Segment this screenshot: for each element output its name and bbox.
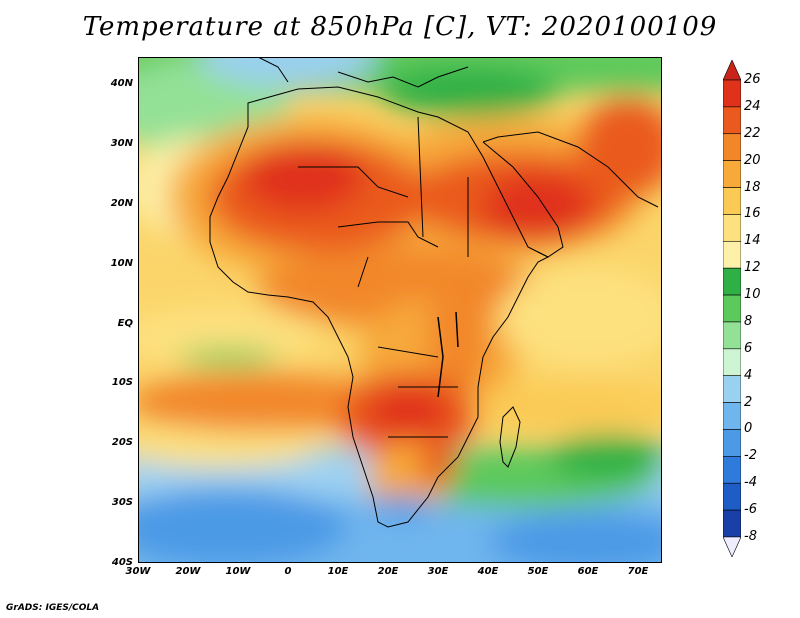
- colorbar-box: [723, 402, 741, 430]
- colorbar-label: 26: [744, 72, 761, 87]
- lon-label-60e: 60E: [577, 566, 599, 577]
- lon-label-40e: 40E: [477, 566, 499, 577]
- colorbar-label: 14: [744, 233, 761, 249]
- colorbar-label: 20: [744, 152, 761, 168]
- map-panel: [138, 57, 662, 563]
- colorbar-box: [723, 267, 741, 296]
- lon-label-50e: 50E: [527, 566, 549, 577]
- colorbar-box: [723, 160, 741, 188]
- colorbar-box: [723, 214, 741, 242]
- colorbar-box: [723, 429, 741, 457]
- colorbar-under-arrow: [723, 536, 741, 557]
- colorbar-label: -8: [744, 529, 757, 544]
- colorbar-label: 0: [744, 421, 753, 437]
- lat-label-10n: 10N: [110, 258, 133, 269]
- colorbar-label: -4: [744, 475, 757, 491]
- lon-label-0: 0: [284, 566, 292, 577]
- colorbar-box: [723, 375, 741, 403]
- colorbar-box: [723, 509, 741, 538]
- temperature-field: [138, 57, 662, 563]
- lon-label-20w: 20W: [175, 566, 201, 577]
- lon-label-10e: 10E: [327, 566, 349, 577]
- map-title: Temperature at 850hPa [C], VT: 202010010…: [82, 12, 718, 42]
- colorbar-box: [723, 348, 741, 377]
- colorbar-label: 12: [744, 260, 761, 276]
- colorbar-label: 8: [744, 313, 753, 329]
- madagascar-coastline: [499, 406, 521, 468]
- colorbar-label: -2: [744, 448, 757, 464]
- colorbar-box: [723, 456, 741, 484]
- colorbar-label: -6: [744, 502, 757, 518]
- europe-coastline: [257, 57, 469, 88]
- colorbar: [723, 60, 741, 557]
- colorbar-label: 16: [744, 206, 761, 222]
- colorbar-box: [723, 294, 741, 323]
- lon-label-20e: 20E: [377, 566, 399, 577]
- africa-coastline: [209, 86, 550, 528]
- colorbar-box: [723, 240, 741, 269]
- colorbar-label: 2: [744, 394, 753, 410]
- lat-label-40s: 40S: [111, 557, 133, 568]
- temperature-map: [138, 57, 662, 563]
- colorbar-box: [723, 482, 741, 511]
- lon-label-30e: 30E: [427, 566, 449, 577]
- colorbar-box: [723, 79, 741, 108]
- lon-label-30w: 30W: [125, 566, 151, 577]
- lon-label-10w: 10W: [225, 566, 251, 577]
- colorbar-label: 10: [744, 287, 761, 303]
- colorbar-box: [723, 133, 741, 161]
- lat-label-30n: 30N: [110, 138, 133, 149]
- colorbar-label: 4: [744, 367, 753, 383]
- lat-label-20n: 20N: [110, 198, 133, 209]
- lon-label-70e: 70E: [627, 566, 649, 577]
- map-frame: [138, 57, 662, 563]
- coastlines: [209, 57, 659, 528]
- great-lakes: [437, 311, 459, 398]
- colorbar-box: [723, 106, 741, 135]
- colorbar-box: [723, 187, 741, 215]
- lat-label-30s: 30S: [111, 497, 133, 508]
- colorbar-over-arrow: [723, 60, 741, 81]
- colorbar-box: [723, 321, 741, 350]
- grads-credit: GrADS: IGES/COLA: [6, 603, 100, 613]
- country-borders: [298, 116, 469, 438]
- arabia-coastline: [482, 131, 659, 258]
- colorbar-label: 24: [744, 98, 761, 114]
- colorbar-label: 22: [744, 125, 761, 141]
- lat-label-20s: 20S: [111, 437, 133, 448]
- colorbar-label: 6: [744, 340, 753, 356]
- colorbar-label: 18: [744, 179, 761, 195]
- lat-label-10s: 10S: [111, 377, 133, 388]
- lat-label-40n: 40N: [110, 78, 133, 89]
- lat-label-eq: EQ: [117, 318, 133, 329]
